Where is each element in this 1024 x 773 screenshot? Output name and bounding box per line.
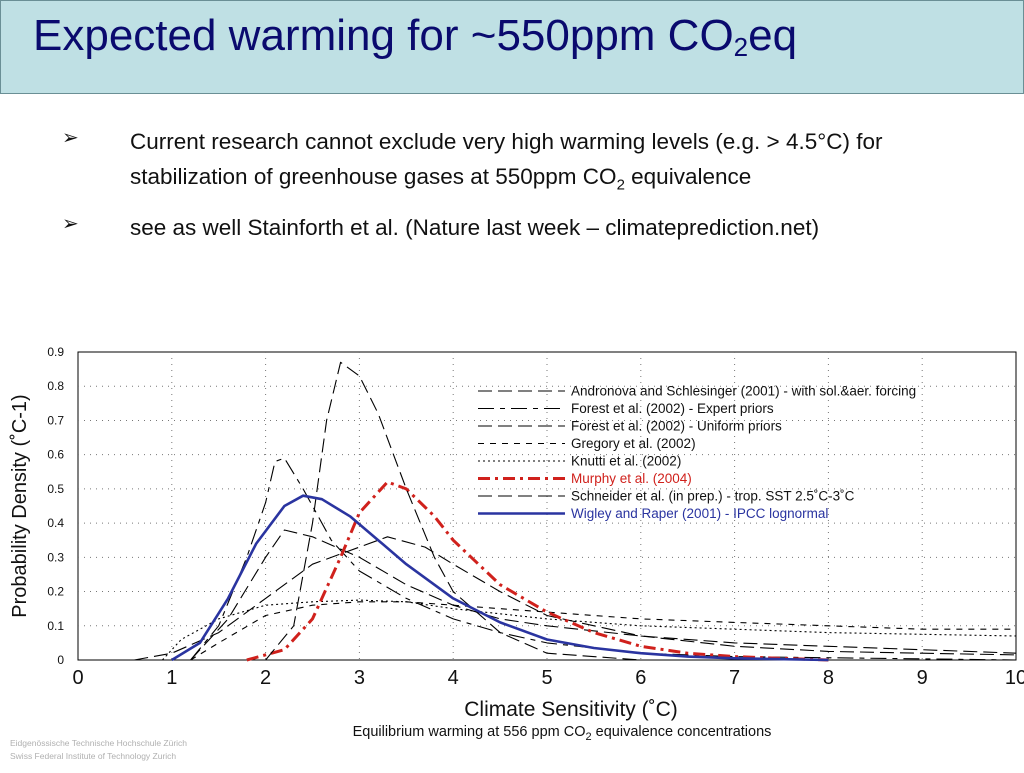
arrow-bullet-icon: ➢ [62,127,79,149]
legend-label: Schneider et al. (in prep.) - trop. SST … [571,489,855,504]
x-tick-label: 2 [260,667,271,689]
series-line [171,494,829,662]
bullet-text: Current research cannot exclude very hig… [130,124,970,203]
institution-watermark: Eidgenössische Technische Hochschule Zür… [10,737,187,763]
x-tick-label: 1 [166,667,177,689]
y-tick-label: 0.5 [47,482,64,496]
title-main: Expected warming for ~550ppm CO [33,11,734,60]
y-tick-label: 0.2 [47,585,64,599]
x-tick-label: 0 [72,667,83,689]
legend-label: Gregory et al. (2002) [571,436,696,451]
watermark-line: Swiss Federal Institute of Technology Zu… [10,751,177,761]
series-line [134,536,1017,661]
legend-label: Andronova and Schlesinger (2001) - with … [571,384,916,399]
x-tick-label: 10 [1005,667,1024,689]
series-line [265,361,641,661]
watermark-line: Eidgenössische Technische Hochschule Zür… [10,738,188,748]
legend-label: Forest et al. (2002) - Expert priors [571,401,774,416]
series-lines [134,361,1017,662]
caption-subscript: 2 [586,731,592,743]
title-bar: Expected warming for ~550ppm CO2eq [0,0,1024,94]
bullet-subscript: 2 [616,176,625,194]
legend-label: Forest et al. (2002) - Uniform priors [571,419,782,434]
y-tick-label: 0.6 [47,448,64,462]
bullet-list: ➢ Current research cannot exclude very h… [62,124,982,252]
x-tick-label: 5 [541,667,552,689]
series-line [190,601,1016,661]
title-subscript: 2 [733,32,749,62]
y-tick-label: 0.4 [47,516,64,530]
legend-label: Wigley and Raper (2001) - IPCC lognormal [571,506,828,521]
page-title: Expected warming for ~550ppm CO2eq [33,11,797,63]
arrow-bullet-icon: ➢ [62,212,79,235]
chart: 0 0.1 0.2 0.3 0.4 0.5 0.6 0.7 0.8 0.9 0 1 2 3 4 5 6 7 8 9 1… [0,338,1024,768]
y-tick-label: 0.9 [47,345,64,359]
title-tail: eq [748,11,798,60]
series-line [190,457,1017,661]
y-axis-ticks: 0 0.1 0.2 0.3 0.4 0.5 0.6 0.7 0.8 0.9 [47,345,64,667]
x-tick-label: 7 [729,667,740,689]
bullet-item: ➢ see as well Stainforth et al. (Nature … [62,210,982,245]
x-tick-label: 6 [635,667,646,689]
x-tick-label: 3 [354,667,365,689]
x-axis-ticks: 0 1 2 3 4 5 6 7 8 9 10 [72,667,1024,689]
x-tick-label: 4 [448,667,459,689]
x-tick-label: 8 [823,667,834,689]
y-axis-label: Probability Density (˚C-1) [9,394,31,617]
y-tick-label: 0.3 [47,550,64,564]
bullet-text-main: Current research cannot exclude very hig… [130,129,883,189]
bullet-text-main: see as well Stainforth et al. (Nature la… [130,214,820,240]
y-tick-label: 0.8 [47,379,64,393]
legend-label: Murphy et al. (2004) [571,471,692,486]
bullet-text-tail: equivalence [624,164,752,189]
y-tick-label: 0 [57,653,64,667]
legend: Andronova and Schlesinger (2001) - with … [478,384,916,521]
caption-part: Equilibrium warming at 556 ppm CO [353,724,586,740]
y-tick-label: 0.7 [47,413,64,427]
legend-label: Knutti et al. (2002) [571,454,681,469]
x-axis-label: Climate Sensitivity (˚C) [464,698,678,721]
caption-part: equivalence concentrations [592,724,772,740]
x-tick-label: 9 [917,667,928,689]
bullet-item: ➢ Current research cannot exclude very h… [62,124,982,203]
y-tick-label: 0.1 [47,619,64,633]
bullet-text: see as well Stainforth et al. (Nature la… [130,210,970,245]
grid [78,352,1016,660]
chart-caption: Equilibrium warming at 556 ppm CO2 equiv… [353,724,772,743]
probability-density-chart: 0 0.1 0.2 0.3 0.4 0.5 0.6 0.7 0.8 0.9 0 1 2 3 4 5 6 7 8 9 1… [9,345,1024,743]
